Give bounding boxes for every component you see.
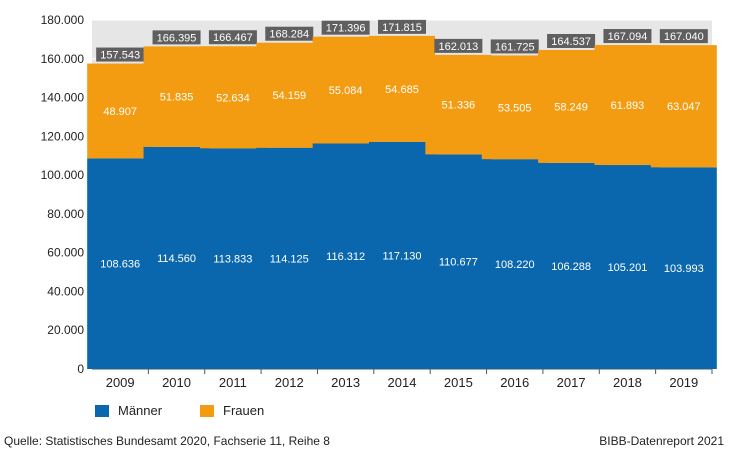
total-label-box-2011 [208, 30, 257, 45]
total-label-2009: 157.543 [100, 50, 140, 62]
total-label-2013: 171.396 [326, 23, 366, 35]
report-credit: BIBB-Datenreport 2021 [599, 434, 724, 448]
bar-maenner-2011 [199, 148, 266, 369]
data-label-frauen-2012: 54.159 [272, 90, 306, 102]
x-tick-label-2011: 2011 [219, 375, 247, 390]
y-tick-label: 100.000 [41, 168, 85, 182]
x-tick-label-2016: 2016 [500, 375, 529, 390]
bar-frauen-2018 [594, 45, 661, 166]
total-label-2018: 167.094 [608, 31, 648, 43]
bar-frauen-2012 [256, 42, 323, 148]
legend-item-maenner: Männer [95, 403, 162, 418]
x-tick-label-2017: 2017 [557, 375, 586, 390]
bar-maenner-2014 [369, 141, 435, 369]
y-tick-label: 120.000 [41, 129, 85, 143]
bar-frauen-2010 [143, 46, 210, 147]
y-tick-label: 160.000 [41, 52, 85, 66]
data-label-frauen-2014: 54.685 [385, 84, 419, 96]
bar-frauen-2011 [199, 46, 266, 149]
bar-maenner-2013 [312, 143, 379, 369]
data-label-maenner-2011: 113.833 [213, 254, 252, 266]
total-label-2015: 162.013 [438, 41, 478, 53]
data-label-maenner-2009: 108.636 [100, 259, 140, 271]
data-label-maenner-2018: 105.201 [608, 262, 648, 274]
legend-swatch-frauen [200, 404, 214, 417]
legend-item-frauen: Frauen [200, 403, 264, 418]
y-tick-label: 80.000 [47, 207, 84, 221]
y-tick-label: 0 [77, 362, 84, 376]
data-label-frauen-2015: 51.336 [442, 100, 476, 112]
total-label-box-2016 [490, 39, 539, 54]
total-label-box-2009 [96, 47, 145, 62]
data-label-frauen-2016: 53.505 [498, 102, 532, 114]
total-label-2017: 164.537 [551, 36, 591, 48]
bar-maenner-2018 [594, 165, 661, 369]
source-note: Quelle: Statistisches Bundesamt 2020, Fa… [4, 434, 330, 448]
data-label-maenner-2017: 106.288 [551, 261, 591, 273]
data-label-frauen-2010: 51.835 [160, 92, 194, 104]
total-label-2019: 167.040 [664, 31, 704, 43]
x-tick-label-2009: 2009 [106, 375, 135, 390]
x-tick-label-2010: 2010 [162, 375, 191, 390]
total-label-box-2010 [152, 30, 201, 45]
x-tick-label-2019: 2019 [669, 375, 698, 390]
total-label-box-2013 [321, 20, 370, 35]
x-tick-label-2018: 2018 [613, 375, 642, 390]
y-tick-label: 40.000 [47, 284, 84, 298]
data-label-maenner-2014: 117.130 [383, 250, 422, 262]
data-label-maenner-2013: 116.312 [326, 251, 365, 263]
x-tick-label-2013: 2013 [331, 375, 360, 390]
total-label-2014: 171.815 [382, 22, 422, 34]
bar-maenner-2012 [256, 147, 323, 369]
total-label-box-2014 [378, 19, 426, 34]
bar-maenner-2010 [143, 146, 210, 369]
bar-frauen-2014 [369, 35, 435, 142]
data-label-frauen-2009: 48.907 [103, 106, 137, 118]
y-tick-label: 140.000 [41, 91, 85, 105]
data-label-frauen-2018: 61.893 [611, 100, 645, 112]
x-tick-label-2012: 2012 [275, 375, 304, 390]
total-label-2012: 168.284 [269, 29, 309, 41]
total-label-box-2018 [603, 29, 652, 44]
bar-frauen-2013 [312, 36, 379, 144]
total-label-box-2012 [265, 26, 314, 41]
y-tick-label: 180.000 [41, 13, 85, 27]
bar-maenner-2015 [425, 154, 492, 369]
total-label-2010: 166.395 [157, 32, 197, 44]
bar-maenner-2019 [650, 167, 717, 369]
y-tick-label: 20.000 [47, 323, 84, 337]
data-label-maenner-2010: 114.560 [157, 253, 196, 265]
bar-maenner-2017 [538, 162, 605, 369]
data-label-frauen-2011: 52.634 [216, 92, 250, 104]
total-label-box-2019 [659, 29, 708, 44]
bar-maenner-2009 [87, 158, 154, 369]
data-label-frauen-2019: 63.047 [667, 101, 701, 113]
bar-maenner-2016 [481, 159, 548, 369]
legend-label-maenner: Männer [118, 403, 163, 418]
data-label-frauen-2017: 58.249 [554, 101, 588, 113]
total-label-box-2015 [434, 38, 483, 53]
bar-frauen-2009 [87, 63, 154, 159]
legend-label-frauen: Frauen [223, 403, 265, 418]
bar-frauen-2017 [538, 49, 605, 163]
x-tick-label-2014: 2014 [388, 375, 417, 390]
data-label-frauen-2013: 55.084 [329, 85, 363, 97]
data-label-maenner-2012: 114.125 [270, 253, 309, 265]
data-label-maenner-2016: 108.220 [495, 259, 535, 271]
data-label-maenner-2015: 110.677 [439, 257, 478, 269]
data-label-maenner-2019: 103.993 [664, 263, 704, 275]
bar-frauen-2015 [425, 54, 492, 155]
bar-frauen-2016 [481, 55, 548, 160]
x-tick-label-2015: 2015 [444, 375, 473, 390]
legend-swatch-maenner [95, 404, 109, 417]
total-label-box-2017 [547, 33, 596, 48]
bar-frauen-2019 [650, 45, 717, 168]
total-label-2011: 166.467 [213, 32, 253, 44]
y-tick-label: 60.000 [47, 246, 84, 260]
total-label-2016: 161.725 [495, 41, 535, 53]
